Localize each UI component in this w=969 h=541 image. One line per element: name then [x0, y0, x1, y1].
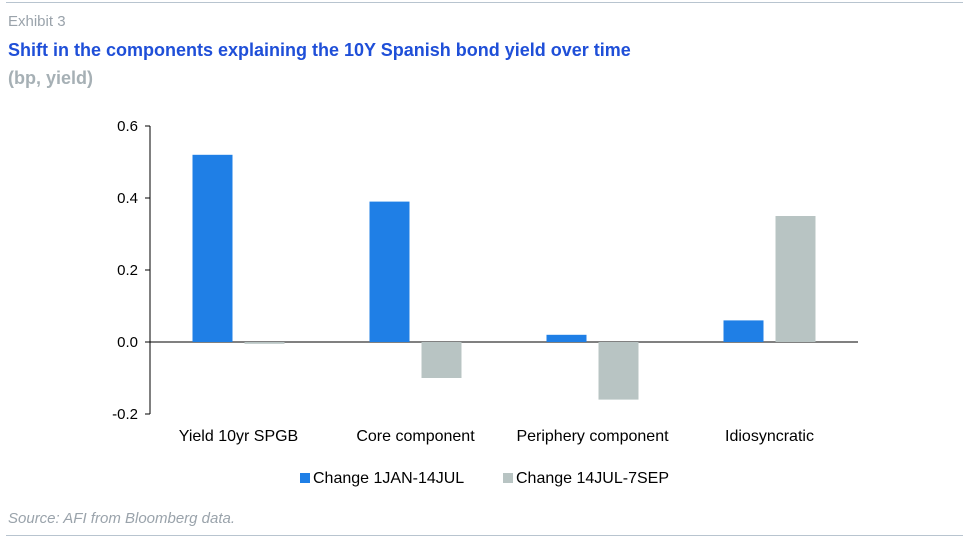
x-category-label: Periphery component — [516, 428, 669, 445]
chart-axes — [145, 125, 858, 415]
legend-label: Change 14JUL-7SEP — [516, 470, 669, 487]
chart-title: Shift in the components explaining the 1… — [8, 40, 631, 60]
chart-bars — [192, 154, 816, 400]
bar — [244, 342, 285, 344]
bottom-rule — [6, 535, 963, 536]
bar — [546, 334, 587, 342]
chart-labels: 0.6 0.4 0.2 0.0 -0.2 Yield 10yr SPGB Core comp… — [112, 118, 814, 445]
bar — [723, 320, 764, 342]
exhibit-label: Exhibit 3 — [8, 13, 66, 30]
top-rule — [6, 2, 963, 3]
chart-subtitle: (bp, yield) — [8, 68, 93, 88]
x-category-label: Core component — [356, 428, 475, 445]
y-tick-label: -0.2 — [112, 406, 138, 423]
y-tick-label: 0.4 — [117, 190, 138, 207]
x-category-label: Idiosyncratic — [725, 428, 814, 445]
legend-swatch — [503, 473, 513, 483]
source-note: Source: AFI from Bloomberg data. — [8, 510, 236, 527]
y-tick-label: 0.0 — [117, 334, 138, 351]
x-category-label: Yield 10yr SPGB — [179, 428, 298, 445]
bar — [598, 342, 639, 400]
chart-legend: Change 1JAN-14JUL Change 14JUL-7SEP — [300, 470, 669, 487]
bar — [369, 201, 410, 342]
legend-swatch — [300, 473, 310, 483]
bar — [421, 342, 462, 378]
y-tick-label: 0.2 — [117, 262, 138, 279]
bar-chart: 0.6 0.4 0.2 0.0 -0.2 Yield 10yr SPGB Core comp… — [112, 118, 858, 487]
bar — [775, 216, 816, 342]
bar — [192, 154, 233, 342]
y-tick-label: 0.6 — [117, 118, 138, 135]
legend-label: Change 1JAN-14JUL — [313, 470, 464, 487]
